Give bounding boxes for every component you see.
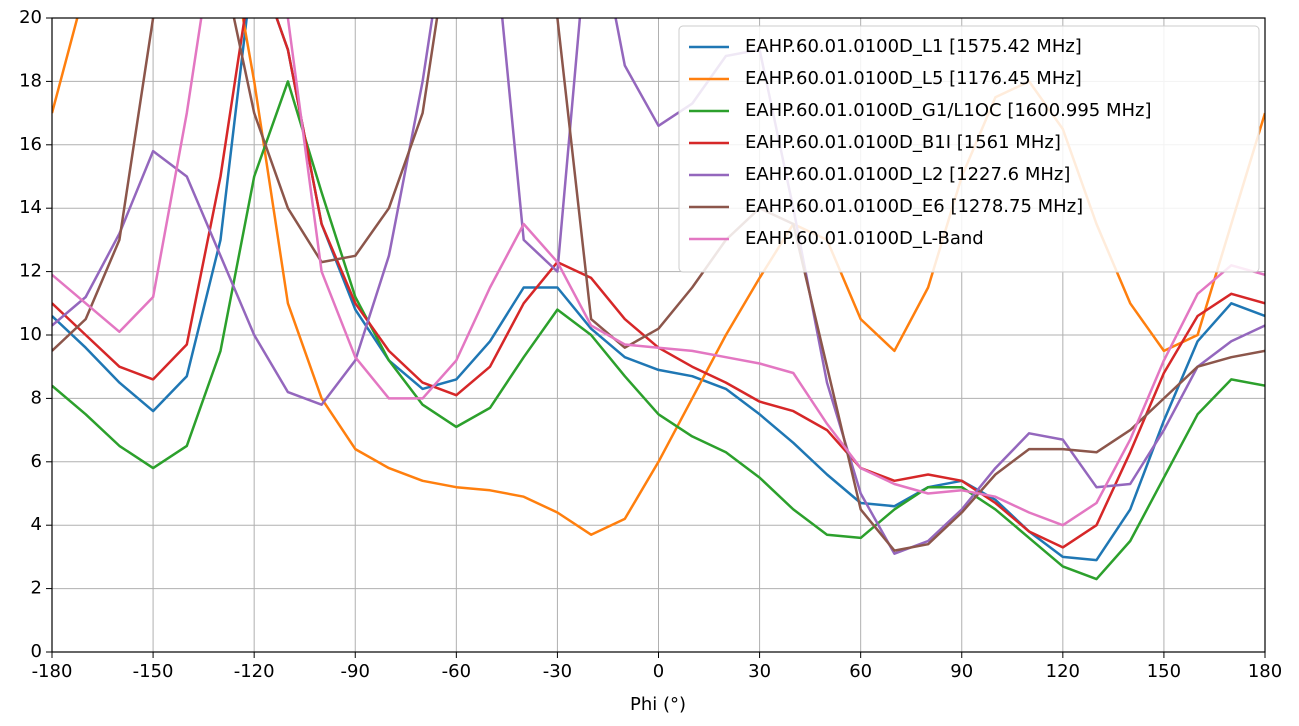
series-line bbox=[52, 18, 1265, 552]
x-tick-label: -180 bbox=[32, 661, 73, 682]
legend-label: EAHP.60.01.0100D_L5 [1176.45 MHz] bbox=[745, 68, 1082, 89]
y-tick-label: 16 bbox=[19, 134, 42, 155]
x-tick-label: 0 bbox=[653, 661, 664, 682]
series-line bbox=[52, 18, 1265, 555]
x-tick-label: -60 bbox=[442, 661, 471, 682]
y-tick-label: 2 bbox=[31, 578, 42, 599]
x-tick-label: 150 bbox=[1147, 661, 1181, 682]
y-tick-label: 14 bbox=[19, 197, 42, 218]
legend-label: EAHP.60.01.0100D_E6 [1278.75 MHz] bbox=[745, 196, 1083, 217]
y-tick-label: 0 bbox=[31, 641, 42, 662]
y-tick-label: 20 bbox=[19, 7, 42, 28]
x-tick-label: 90 bbox=[950, 661, 973, 682]
x-tick-label: -120 bbox=[234, 661, 275, 682]
series-line bbox=[52, 18, 1265, 527]
x-tick-label: -150 bbox=[133, 661, 174, 682]
x-tick-label: 60 bbox=[849, 661, 872, 682]
legend-label: EAHP.60.01.0100D_L2 [1227.6 MHz] bbox=[745, 164, 1070, 185]
series-line bbox=[52, 80, 1265, 581]
y-tick-label: 6 bbox=[31, 451, 42, 472]
x-tick-label: -90 bbox=[341, 661, 370, 682]
y-tick-label: 18 bbox=[19, 70, 42, 91]
x-tick-label: 30 bbox=[748, 661, 771, 682]
y-tick-label: 4 bbox=[31, 514, 42, 535]
legend-box bbox=[678, 25, 1260, 273]
y-tick-label: 10 bbox=[19, 324, 42, 345]
x-tick-label: 120 bbox=[1046, 661, 1080, 682]
plot-frame bbox=[51, 17, 1266, 653]
series-line bbox=[52, 18, 1265, 562]
legend-label: EAHP.60.01.0100D_G1/L1OC [1600.995 MHz] bbox=[745, 100, 1152, 121]
x-tick-label: -30 bbox=[543, 661, 572, 682]
y-tick-label: 8 bbox=[31, 387, 42, 408]
legend-label: EAHP.60.01.0100D_B1I [1561 MHz] bbox=[745, 132, 1061, 153]
legend-label: EAHP.60.01.0100D_L-Band bbox=[745, 228, 984, 249]
y-tick-label: 12 bbox=[19, 261, 42, 282]
legend-label: EAHP.60.01.0100D_L1 [1575.42 MHz] bbox=[745, 36, 1082, 57]
x-tick-label: 180 bbox=[1248, 661, 1282, 682]
x-axis-label: Phi (°) bbox=[630, 694, 686, 715]
